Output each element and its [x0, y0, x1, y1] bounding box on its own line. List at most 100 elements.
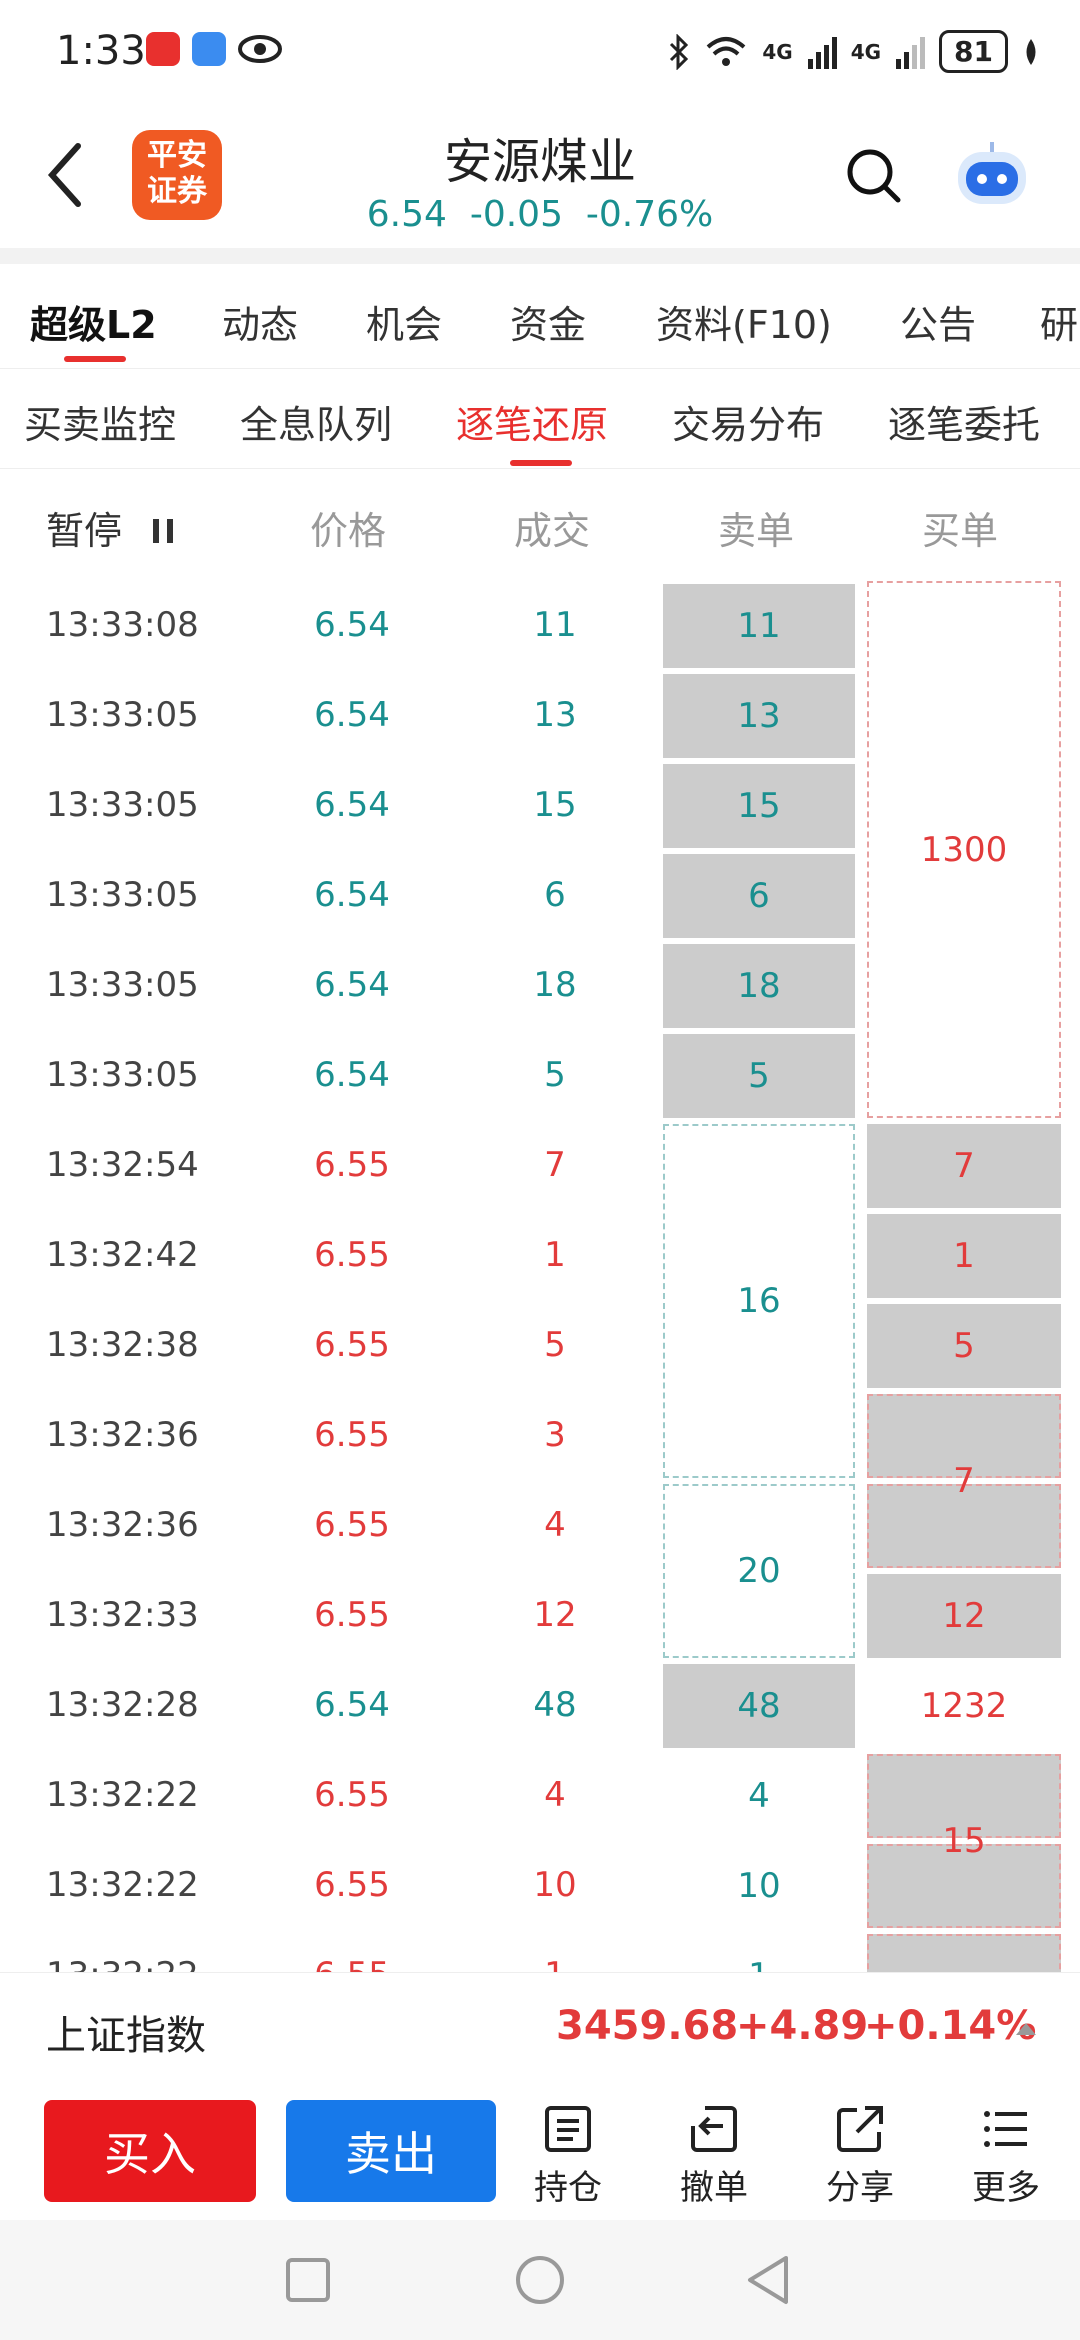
- action-toolbar: 买入 卖出 持仓 撤单 分享 更多: [0, 2080, 1080, 2220]
- buy-order-block: 7: [953, 1461, 975, 1501]
- cancel-order-button[interactable]: 撤单: [659, 2104, 769, 2209]
- cancel-order-icon: [691, 2106, 737, 2152]
- assistant-robot-icon[interactable]: [952, 140, 1032, 210]
- share-button[interactable]: 分享: [805, 2104, 915, 2209]
- pause-button[interactable]: 暂停: [46, 500, 178, 555]
- header-divider: [0, 248, 1080, 264]
- bluetooth-icon: [670, 33, 689, 70]
- buy-order-block: 1: [867, 1214, 1061, 1298]
- trade-volume: 12: [533, 1595, 577, 1635]
- tab-profile-f10[interactable]: 资料(F10): [656, 303, 832, 347]
- market-index-bar[interactable]: 上证指数 3459.68 +4.89 +0.14%: [0, 1972, 1080, 2081]
- trade-volume: 6: [544, 875, 566, 915]
- signal-icon: [807, 36, 837, 69]
- sell-order-block: 16: [663, 1124, 855, 1478]
- sell-order-block: 13: [663, 674, 855, 758]
- trade-time: 13:32:22: [46, 1865, 199, 1905]
- trade-time: 13:33:05: [46, 695, 199, 735]
- trade-time: 13:32:22: [46, 1775, 199, 1815]
- subtab-trade-distribution[interactable]: 交易分布: [672, 403, 825, 447]
- network-label-1: 4G: [762, 39, 793, 64]
- tab-opportunities[interactable]: 机会: [366, 303, 443, 347]
- index-name: 上证指数: [46, 2013, 206, 2059]
- index-percent: +0.14%: [864, 2003, 1037, 2049]
- subtab-full-queue[interactable]: 全息队列: [240, 403, 393, 447]
- leaf-icon: [1026, 38, 1036, 65]
- tab-research[interactable]: 研: [1040, 303, 1079, 347]
- trade-volume: 4: [544, 1775, 566, 1815]
- subtab-tick-restore[interactable]: 逐笔还原: [456, 403, 609, 447]
- trade-volume: 7: [544, 1145, 566, 1185]
- huawei-app-icon: [146, 32, 180, 66]
- trade-volume: 3: [544, 1415, 566, 1455]
- trade-time: 13:33:05: [46, 1055, 199, 1095]
- chevron-up-icon: [1016, 2023, 1036, 2035]
- share-icon: [837, 2106, 883, 2152]
- battery-indicator: 81: [939, 30, 1008, 73]
- trade-volume: 5: [544, 1055, 566, 1095]
- trade-volume: 4: [544, 1505, 566, 1545]
- sell-button[interactable]: 卖出: [286, 2100, 496, 2202]
- position-icon: [545, 2106, 591, 2152]
- buy-order-split-block: 7: [867, 1394, 1061, 1568]
- trade-price: 6.54: [314, 875, 390, 915]
- trade-volume: 1: [544, 1235, 566, 1275]
- subtab-trade-monitor[interactable]: 买卖监控: [24, 403, 177, 447]
- column-volume: 成交: [514, 509, 591, 553]
- trade-price: 6.54: [314, 1685, 390, 1725]
- trade-time: 13:32:42: [46, 1235, 199, 1275]
- subtab-tick-orders[interactable]: 逐笔委托: [888, 403, 1041, 447]
- tab-dynamics[interactable]: 动态: [222, 303, 299, 347]
- sub-tabs: 买卖监控 全息队列 逐笔还原 交易分布 逐笔委托: [0, 368, 1080, 469]
- wifi-icon: [707, 36, 746, 66]
- trade-time: 13:33:05: [46, 875, 199, 915]
- column-price: 价格: [310, 509, 387, 553]
- buy-order-block: 1232: [920, 1686, 1008, 1726]
- network-label-2: 4G: [850, 39, 882, 64]
- trade-price: 6.55: [292, 1955, 412, 1972]
- trade-price: 6.55: [314, 1595, 390, 1635]
- trade-price: 6.55: [314, 1775, 390, 1815]
- trade-price: 6.54: [314, 605, 390, 645]
- buy-order-block: 5: [867, 1304, 1061, 1388]
- trade-volume: 13: [533, 695, 577, 735]
- tab-underline: [64, 356, 126, 362]
- index-change: +4.89: [736, 2003, 869, 2049]
- cloud-app-icon: [192, 32, 226, 66]
- tab-funds[interactable]: 资金: [510, 303, 587, 347]
- trade-time: 13:33:08: [46, 605, 199, 645]
- trade-volume: 1: [495, 1955, 615, 1972]
- trade-time: 13:32:36: [46, 1505, 199, 1545]
- recent-apps-icon[interactable]: [284, 2256, 332, 2304]
- sell-order-block: 5: [663, 1034, 855, 1118]
- back-arrow-icon[interactable]: [42, 140, 92, 210]
- more-button[interactable]: 更多: [951, 2104, 1061, 2209]
- stock-quote: 6.54 -0.05 -0.76%: [366, 194, 714, 235]
- search-icon[interactable]: [846, 148, 902, 204]
- home-icon[interactable]: [514, 2254, 566, 2306]
- tab-super-l2[interactable]: 超级L2: [30, 303, 157, 347]
- status-time: 1:33: [56, 28, 146, 74]
- sell-order-block: 1: [663, 1934, 855, 1972]
- broker-logo[interactable]: 平安 证券: [132, 130, 222, 220]
- trade-price: 6.55: [314, 1415, 390, 1455]
- trade-volume: 15: [533, 785, 577, 825]
- trade-time: 13:32:28: [46, 1685, 199, 1725]
- sell-order-block: 4: [748, 1776, 770, 1816]
- back-icon[interactable]: [744, 2254, 792, 2306]
- sell-order-block: 6: [663, 854, 855, 938]
- position-button[interactable]: 持仓: [513, 2104, 623, 2209]
- trade-time: 13:32:36: [46, 1415, 199, 1455]
- trade-time: 13:32:33: [46, 1595, 199, 1635]
- trade-volume: 48: [533, 1685, 577, 1725]
- system-navigation-bar: [0, 2220, 1080, 2340]
- buy-button[interactable]: 买入: [44, 2100, 256, 2202]
- trade-volume: 11: [533, 605, 577, 645]
- trade-volume: 5: [544, 1325, 566, 1365]
- trade-price: 6.55: [314, 1235, 390, 1275]
- eye-icon: [238, 35, 282, 63]
- trade-price: 6.54: [314, 695, 390, 735]
- subtab-underline: [510, 460, 572, 466]
- tab-announcements[interactable]: 公告: [900, 303, 977, 347]
- buy-order-block: 7: [867, 1124, 1061, 1208]
